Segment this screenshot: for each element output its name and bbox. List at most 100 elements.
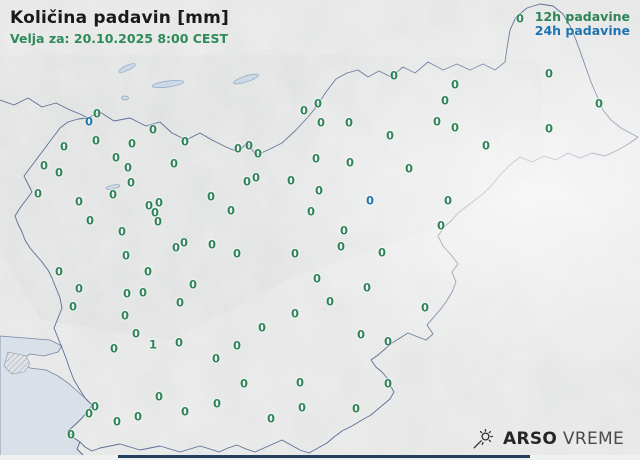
station-value: 0 bbox=[244, 138, 254, 153]
station-value: 1 bbox=[148, 337, 158, 352]
station-value: 0 bbox=[325, 294, 335, 309]
station-value: 0 bbox=[111, 150, 121, 165]
valid-time-subtitle: Velja za: 20.10.2025 8:00 CEST bbox=[10, 31, 228, 46]
sun-icon bbox=[473, 428, 494, 449]
station-value: 0 bbox=[74, 194, 84, 209]
footer-bar bbox=[118, 455, 530, 458]
station-value: 0 bbox=[138, 285, 148, 300]
station-value: 0 bbox=[389, 68, 399, 83]
legend: 12h padavine 24h padavine bbox=[535, 10, 630, 38]
station-value: 0 bbox=[450, 120, 460, 135]
station-value: 0 bbox=[84, 114, 94, 129]
station-value: 0 bbox=[295, 375, 305, 390]
legend-item-12h-padavine[interactable]: 12h padavine bbox=[534, 9, 630, 24]
station-value: 0 bbox=[306, 204, 316, 219]
station-value: 0 bbox=[339, 223, 349, 238]
station-value: 0 bbox=[232, 246, 242, 261]
station-value: 0 bbox=[351, 401, 361, 416]
station-value: 0 bbox=[297, 400, 307, 415]
station-value: 0 bbox=[436, 218, 446, 233]
brand-name-bold: ARSO bbox=[503, 429, 558, 449]
station-value: 0 bbox=[108, 187, 118, 202]
legend-item-24h-padavine[interactable]: 24h padavine bbox=[534, 23, 630, 38]
station-value: 0 bbox=[109, 341, 119, 356]
station-value: 0 bbox=[432, 114, 442, 129]
station-value: 0 bbox=[154, 389, 164, 404]
station-value: 0 bbox=[226, 203, 236, 218]
station-value: 0 bbox=[290, 246, 300, 261]
station-value: 0 bbox=[117, 224, 127, 239]
station-value: 0 bbox=[481, 138, 491, 153]
station-value: 0 bbox=[84, 406, 94, 421]
station-value: 0 bbox=[383, 334, 393, 349]
station-value: 0 bbox=[312, 271, 322, 286]
station-value: 0 bbox=[207, 237, 217, 252]
arso-vreme-logo[interactable]: ARSO VREME bbox=[472, 428, 624, 450]
station-value: 0 bbox=[74, 281, 84, 296]
station-value: 0 bbox=[299, 103, 309, 118]
station-value: 0 bbox=[314, 183, 324, 198]
station-value: 0 bbox=[127, 136, 137, 151]
station-value: 0 bbox=[385, 128, 395, 143]
station-value: 0 bbox=[420, 300, 430, 315]
station-value: 0 bbox=[544, 66, 554, 81]
station-value: 0 bbox=[179, 235, 189, 250]
station-value: 0 bbox=[68, 299, 78, 314]
station-value: 0 bbox=[257, 320, 267, 335]
station-value: 0 bbox=[336, 239, 346, 254]
station-value: 0 bbox=[120, 308, 130, 323]
station-value: 0 bbox=[122, 286, 132, 301]
station-value: 0 bbox=[251, 170, 261, 185]
station-value: 0 bbox=[123, 160, 133, 175]
station-value: 0 bbox=[211, 351, 221, 366]
station-value: 0 bbox=[66, 427, 76, 442]
station-value: 0 bbox=[91, 133, 101, 148]
station-value: 0 bbox=[212, 396, 222, 411]
station-value: 0 bbox=[313, 96, 323, 111]
page-title: Količina padavin [mm] bbox=[10, 8, 229, 28]
station-value: 0 bbox=[377, 245, 387, 260]
station-value: 0 bbox=[515, 11, 525, 26]
station-value: 0 bbox=[239, 376, 249, 391]
station-value: 0 bbox=[232, 338, 242, 353]
station-value: 0 bbox=[594, 96, 604, 111]
station-value: 0 bbox=[131, 326, 141, 341]
station-value: 0 bbox=[180, 404, 190, 419]
station-value: 0 bbox=[316, 115, 326, 130]
station-value: 0 bbox=[188, 277, 198, 292]
station-value: 0 bbox=[144, 198, 154, 213]
station-value: 0 bbox=[33, 186, 43, 201]
station-value: 0 bbox=[266, 411, 276, 426]
station-value: 0 bbox=[383, 376, 393, 391]
station-value: 0 bbox=[153, 214, 163, 229]
station-value: 0 bbox=[365, 193, 375, 208]
station-value: 0 bbox=[362, 280, 372, 295]
station-value: 0 bbox=[154, 195, 164, 210]
station-value: 0 bbox=[59, 139, 69, 154]
station-value: 0 bbox=[344, 115, 354, 130]
station-value: 0 bbox=[150, 205, 160, 220]
station-value: 0 bbox=[112, 414, 122, 429]
station-value: 0 bbox=[169, 156, 179, 171]
station-value: 0 bbox=[544, 121, 554, 136]
station-value: 0 bbox=[175, 295, 185, 310]
station-value: 0 bbox=[311, 151, 321, 166]
station-value: 0 bbox=[133, 409, 143, 424]
station-value: 0 bbox=[126, 175, 136, 190]
station-value: 0 bbox=[233, 141, 243, 156]
station-value: 0 bbox=[39, 158, 49, 173]
station-value: 0 bbox=[171, 240, 181, 255]
station-value: 0 bbox=[290, 306, 300, 321]
station-value: 0 bbox=[404, 161, 414, 176]
station-value: 0 bbox=[90, 399, 100, 414]
station-value: 0 bbox=[440, 93, 450, 108]
station-value: 0 bbox=[356, 327, 366, 342]
station-value: 0 bbox=[92, 106, 102, 121]
station-value: 0 bbox=[121, 248, 131, 263]
station-value: 0 bbox=[148, 122, 158, 137]
header: Količina padavin [mm] Velja za: 20.10.20… bbox=[10, 8, 229, 46]
station-value: 0 bbox=[85, 213, 95, 228]
station-value: 0 bbox=[180, 134, 190, 149]
